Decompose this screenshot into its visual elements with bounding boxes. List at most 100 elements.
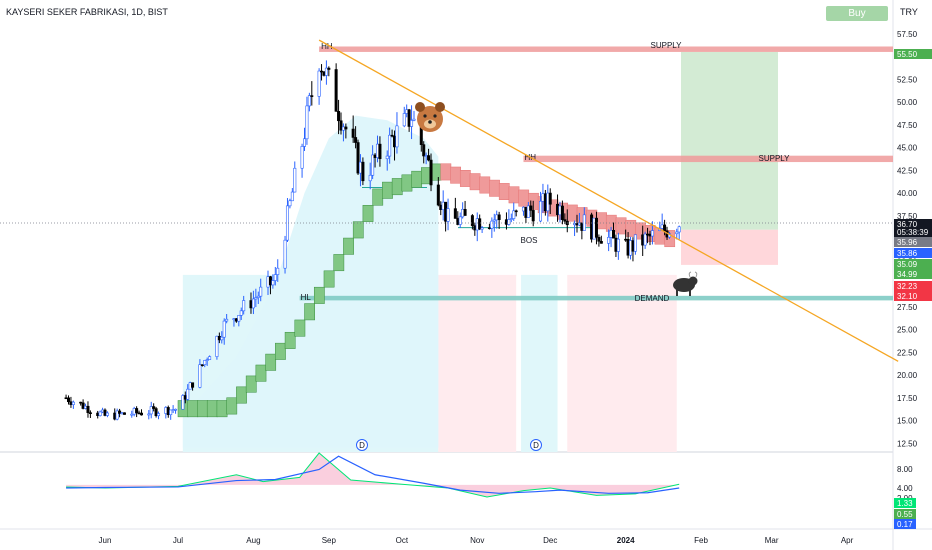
bear-nose — [428, 120, 432, 124]
step-band-seg-20 — [372, 188, 384, 206]
candle-body-135 — [524, 206, 528, 218]
candle-body-67 — [290, 191, 294, 202]
candle-body-24 — [147, 413, 151, 416]
time-tick-5: Nov — [470, 536, 484, 545]
candle-body-137 — [529, 205, 533, 211]
step-band-seg-45 — [615, 217, 627, 235]
candle-body-43 — [208, 356, 212, 360]
candle-body-12 — [103, 409, 107, 416]
candle-body-29 — [164, 407, 168, 414]
candle-body-113 — [446, 208, 450, 222]
candle-body-3 — [71, 401, 75, 405]
candle-body-34 — [181, 395, 185, 410]
candle-body-159 — [607, 237, 611, 244]
buy-button[interactable]: Buy — [826, 6, 888, 21]
bear-ear-left — [415, 102, 425, 112]
candle-body-138 — [531, 210, 535, 222]
time-tick-2: Aug — [246, 536, 260, 545]
supply-zone-2 — [523, 155, 893, 163]
candle-body-25 — [149, 406, 153, 415]
candle-body-30 — [166, 407, 170, 416]
candle-body-154 — [590, 214, 594, 240]
time-tick-1: Jul — [173, 536, 183, 545]
candle-body-124 — [487, 227, 491, 230]
supply-label-1: SUPPLY — [651, 41, 683, 50]
candle-body-54 — [249, 300, 253, 309]
price-tick-13: 20.00 — [897, 371, 918, 380]
step-band-seg-29 — [459, 170, 471, 187]
candle-body-36 — [186, 388, 190, 400]
candle-body-179 — [675, 231, 679, 235]
step-band-seg-31 — [479, 176, 491, 194]
time-tick-9: Mar — [765, 536, 779, 545]
time-tick-0: Jun — [99, 536, 112, 545]
candle-body-46 — [220, 336, 224, 341]
candle-body-49 — [232, 318, 236, 320]
bear-eye-left — [423, 114, 427, 118]
time-tick-4: Oct — [396, 536, 409, 545]
candle-body-64 — [283, 239, 287, 269]
osc-signal-line — [66, 455, 680, 494]
candle-body-76 — [322, 71, 326, 76]
candle-body-62 — [273, 274, 277, 281]
osc-tag-1: 0.55 — [897, 510, 913, 519]
candle-body-123 — [480, 227, 484, 230]
candle-body-74 — [317, 70, 321, 97]
step-band-seg-5 — [226, 397, 238, 415]
candle-body-110 — [439, 204, 443, 210]
candle-body-161 — [611, 230, 615, 239]
candle-body-11 — [101, 409, 105, 413]
candle-body-106 — [424, 155, 428, 157]
trend-region-3 — [567, 274, 677, 452]
bull-head — [688, 276, 698, 286]
candle-body-55 — [251, 298, 255, 309]
step-band-seg-13 — [304, 303, 315, 321]
step-band-seg-14 — [313, 286, 325, 304]
candle-body-163 — [616, 238, 620, 252]
step-band-seg-9 — [265, 353, 277, 371]
candle-body-131 — [509, 218, 513, 220]
candle-body-60 — [268, 276, 272, 286]
candle-body-56 — [254, 297, 258, 300]
candle-body-19 — [130, 413, 134, 416]
candle-body-114 — [453, 208, 457, 219]
step-band-seg-6 — [236, 386, 247, 404]
candle-body-26 — [152, 406, 156, 409]
price-tag-bg-2 — [894, 227, 932, 237]
price-tag-bg-6 — [894, 269, 932, 279]
candle-body-69 — [300, 146, 304, 169]
candle-body-40 — [200, 364, 204, 366]
step-band-seg-27 — [440, 163, 452, 181]
step-band-seg-23 — [401, 174, 413, 192]
bear-snout — [424, 119, 436, 129]
price-tag-bg-7 — [894, 281, 932, 291]
candle-body-2 — [69, 401, 73, 405]
price-tag-4: 35.86 — [897, 249, 918, 258]
candle-body-149 — [573, 223, 577, 226]
step-band-seg-21 — [382, 181, 393, 199]
candle-body-42 — [205, 359, 209, 361]
candle-body-108 — [429, 159, 433, 186]
candle-body-175 — [660, 224, 664, 229]
bear-ear-right — [435, 102, 445, 112]
price-tick-0: 57.50 — [897, 30, 918, 39]
candle-body-146 — [560, 205, 564, 220]
candle-body-9 — [96, 412, 100, 416]
bear-eye-right — [433, 114, 437, 118]
step-band-seg-32 — [489, 179, 500, 197]
candle-body-92 — [375, 143, 379, 158]
candle-body-125 — [490, 220, 494, 229]
step-band-seg-19 — [362, 205, 374, 222]
candle-body-31 — [169, 409, 173, 416]
candle-body-130 — [507, 219, 511, 225]
candle-body-105 — [422, 144, 426, 157]
candle-body-61 — [271, 280, 275, 286]
candle-body-22 — [137, 412, 141, 415]
candle-body-73 — [310, 95, 314, 97]
currency-label[interactable]: TRY — [900, 7, 918, 17]
candle-body-91 — [373, 154, 377, 158]
candle-body-116 — [458, 216, 462, 225]
trend-region-2 — [521, 274, 558, 452]
candle-body-150 — [575, 223, 579, 226]
